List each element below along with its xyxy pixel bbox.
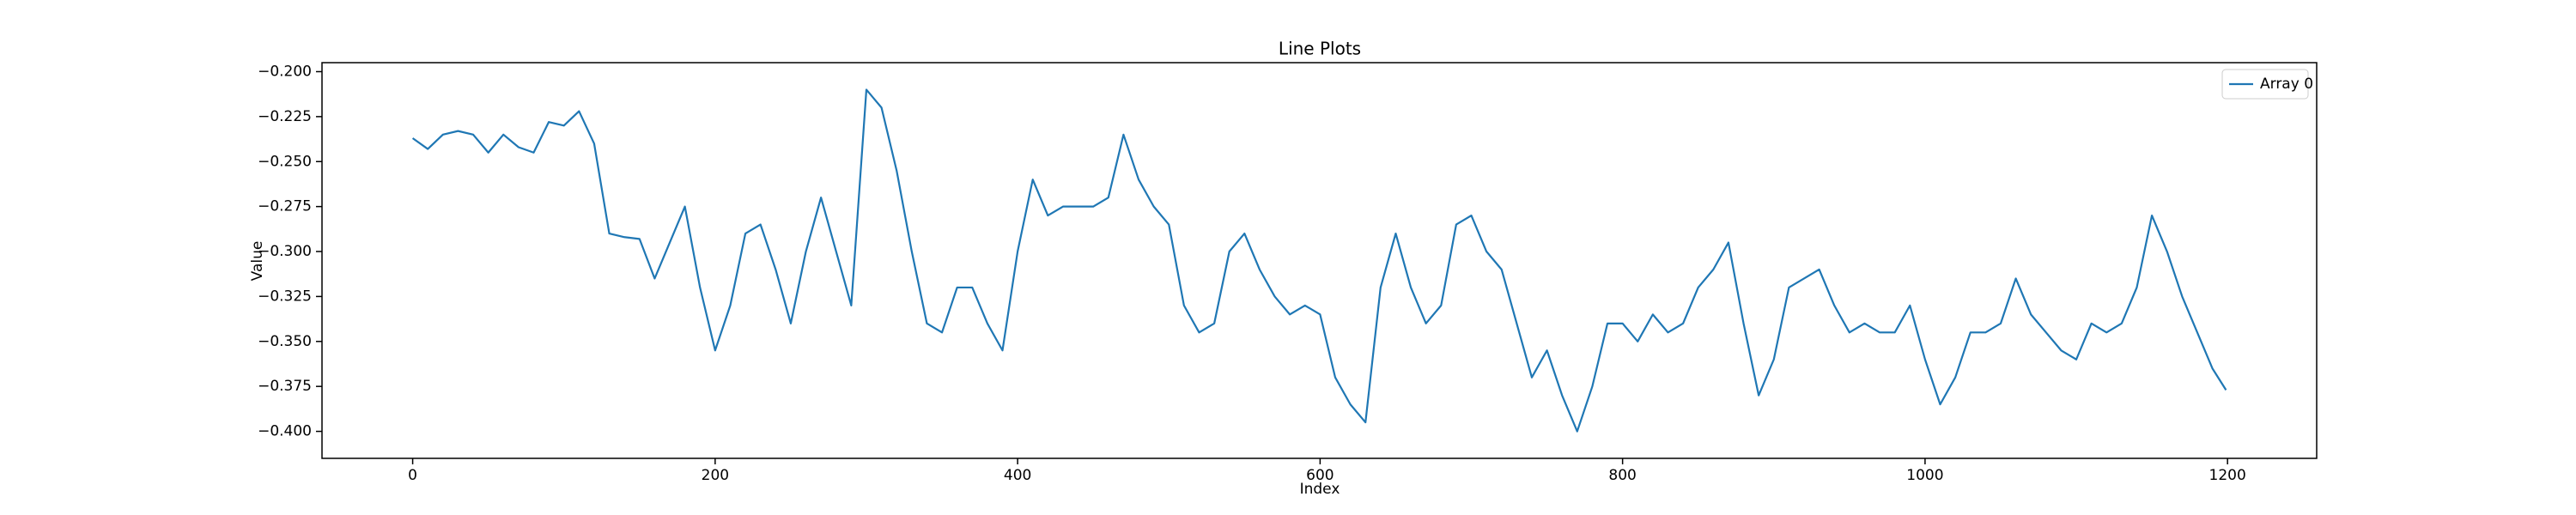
x-tick-label: 1200 [2209,467,2246,484]
x-tick-label: 600 [1306,467,1334,484]
x-tick-label: 0 [408,467,417,484]
x-tick-label: 200 [702,467,729,484]
x-tick-label: 800 [1608,467,1636,484]
y-tick-label: −0.225 [258,108,312,125]
legend-box [2221,69,2309,100]
plot-frame [321,62,2318,459]
data-line [411,88,2227,433]
y-tick-label: −0.275 [258,198,312,215]
x-tick-label: 400 [1004,467,1031,484]
x-tick-label: 1000 [1906,467,1943,484]
y-tick-label: −0.200 [258,63,312,80]
y-tick-label: −0.325 [258,288,312,305]
y-axis-label: Value [249,241,266,282]
y-tick-label: −0.300 [258,243,312,260]
y-tick-label: −0.250 [258,153,312,170]
chart-title: Line Plots [1279,39,1361,59]
y-tick-label: −0.400 [258,423,312,440]
legend-label: Array 0 [2260,76,2313,93]
y-tick-label: −0.375 [258,378,312,395]
x-axis-label: Index [1300,481,1340,498]
y-tick-label: −0.350 [258,333,312,350]
